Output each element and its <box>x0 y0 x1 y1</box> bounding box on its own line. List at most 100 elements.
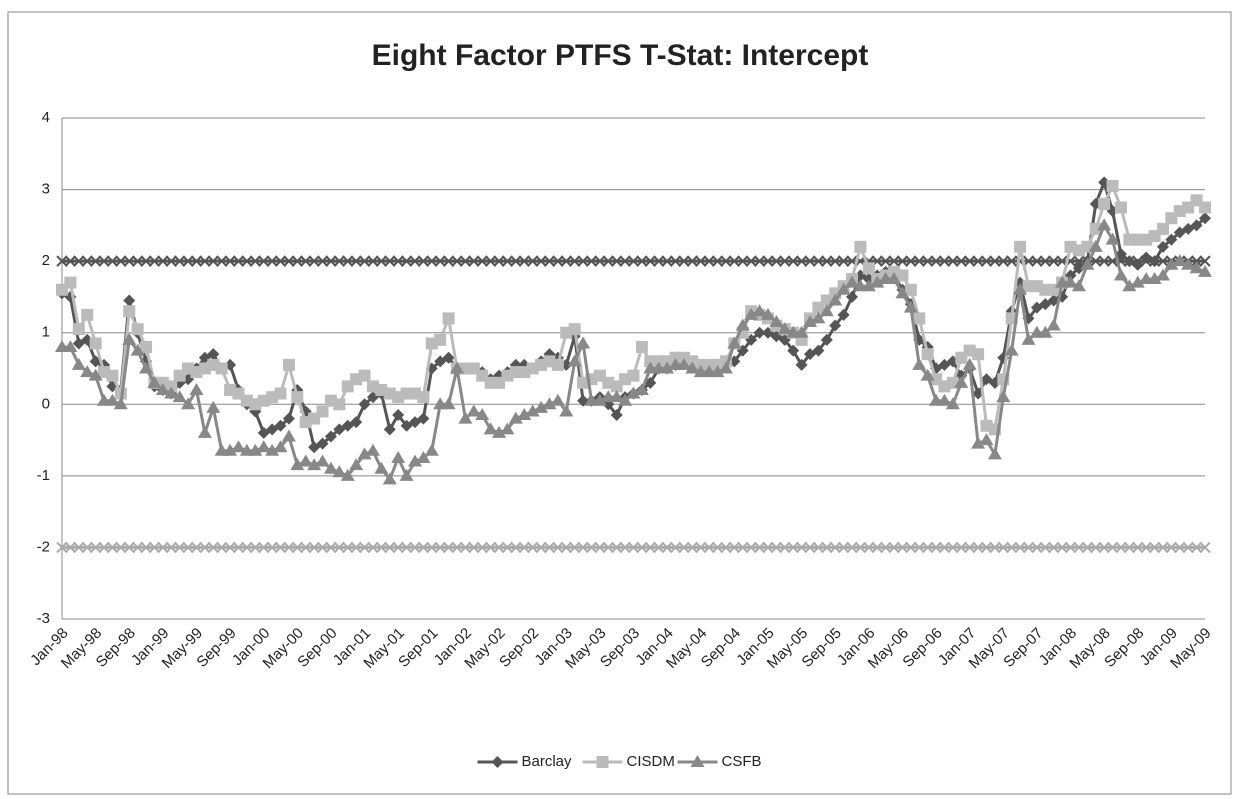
reference-marker <box>442 255 455 267</box>
reference-marker <box>577 255 589 267</box>
reference-marker <box>165 255 177 267</box>
reference-marker <box>585 541 598 554</box>
reference-marker <box>1190 255 1203 267</box>
reference-marker <box>342 541 354 554</box>
reference-marker <box>400 541 413 554</box>
reference-marker <box>140 255 152 267</box>
data-point <box>113 397 128 410</box>
reference-marker <box>232 541 245 554</box>
reference-marker <box>291 541 304 554</box>
reference-marker <box>468 255 480 267</box>
reference-marker <box>131 255 144 267</box>
data-point <box>1199 201 1211 214</box>
data-point <box>1063 275 1078 288</box>
reference-marker <box>459 255 472 267</box>
data-point <box>1071 279 1086 292</box>
reference-marker <box>947 255 959 267</box>
reference-marker <box>686 541 699 554</box>
reference-marker <box>863 541 875 554</box>
reference-marker <box>812 541 825 554</box>
data-point <box>913 312 926 325</box>
reference-marker <box>703 255 715 267</box>
data-point <box>836 282 851 295</box>
reference-marker <box>1048 541 1060 554</box>
reference-marker <box>384 255 396 267</box>
reference-marker <box>745 255 757 267</box>
data-point <box>962 357 977 370</box>
data-point <box>760 307 775 320</box>
reference-marker <box>787 541 799 554</box>
reference-marker <box>753 541 766 554</box>
reference-marker <box>644 541 657 554</box>
data-point <box>777 322 792 335</box>
data-point <box>64 276 77 289</box>
reference-marker <box>1022 541 1035 554</box>
reference-marker <box>89 255 102 267</box>
reference-marker <box>98 255 110 267</box>
reference-marker <box>224 255 236 267</box>
data-point <box>937 393 952 406</box>
data-point <box>618 393 633 406</box>
reference-marker <box>392 255 404 267</box>
reference-marker <box>1148 541 1161 554</box>
data-point <box>316 437 329 450</box>
reference-marker <box>1031 255 1043 267</box>
reference-marker <box>552 541 564 554</box>
reference-marker <box>1090 541 1102 554</box>
reference-marker <box>1157 541 1169 554</box>
data-point <box>316 405 329 418</box>
reference-marker <box>568 541 581 554</box>
reference-marker <box>64 255 77 267</box>
reference-marker <box>1199 541 1211 554</box>
reference-marker <box>560 541 572 554</box>
reference-marker <box>190 255 203 267</box>
reference-marker <box>762 255 774 267</box>
reference-marker <box>459 541 472 554</box>
reference-marker <box>81 541 93 554</box>
reference-marker <box>829 255 841 267</box>
data-point <box>417 412 430 425</box>
reference-marker <box>123 541 135 554</box>
data-point <box>744 307 759 320</box>
data-point <box>828 293 843 306</box>
reference-marker <box>1098 255 1110 267</box>
data-point <box>71 357 86 370</box>
reference-marker <box>728 541 741 554</box>
data-point <box>458 411 473 424</box>
reference-marker <box>779 255 791 267</box>
reference-marker <box>568 255 581 267</box>
reference-marker <box>921 255 934 267</box>
data-point <box>752 304 767 317</box>
data-point <box>391 450 406 463</box>
y-tick-label: 3 <box>42 181 50 198</box>
reference-marker <box>417 255 430 267</box>
reference-marker <box>300 541 312 554</box>
reference-marker <box>938 255 951 267</box>
legend-label: CSFB <box>722 753 762 770</box>
data-point <box>1105 232 1120 245</box>
data-point <box>424 443 439 456</box>
data-point <box>1014 240 1027 253</box>
reference-marker <box>821 541 833 554</box>
reference-marker <box>896 255 909 267</box>
data-point <box>323 461 338 474</box>
reference-marker <box>1031 541 1043 554</box>
reference-marker <box>274 255 287 267</box>
reference-line <box>56 255 1211 267</box>
data-point <box>795 358 808 371</box>
data-point <box>475 408 490 421</box>
legend-marker <box>596 756 609 768</box>
reference-marker <box>972 255 984 267</box>
data-point <box>610 409 623 422</box>
reference-marker <box>484 541 497 554</box>
data-point <box>904 283 917 296</box>
reference-marker <box>997 255 1009 267</box>
legend-marker <box>690 755 705 767</box>
reference-marker <box>720 255 732 267</box>
data-point <box>568 323 581 336</box>
reference-marker <box>560 255 572 267</box>
reference-marker <box>224 541 236 554</box>
reference-marker <box>745 541 757 554</box>
reference-marker <box>89 541 102 554</box>
reference-marker <box>64 541 77 554</box>
